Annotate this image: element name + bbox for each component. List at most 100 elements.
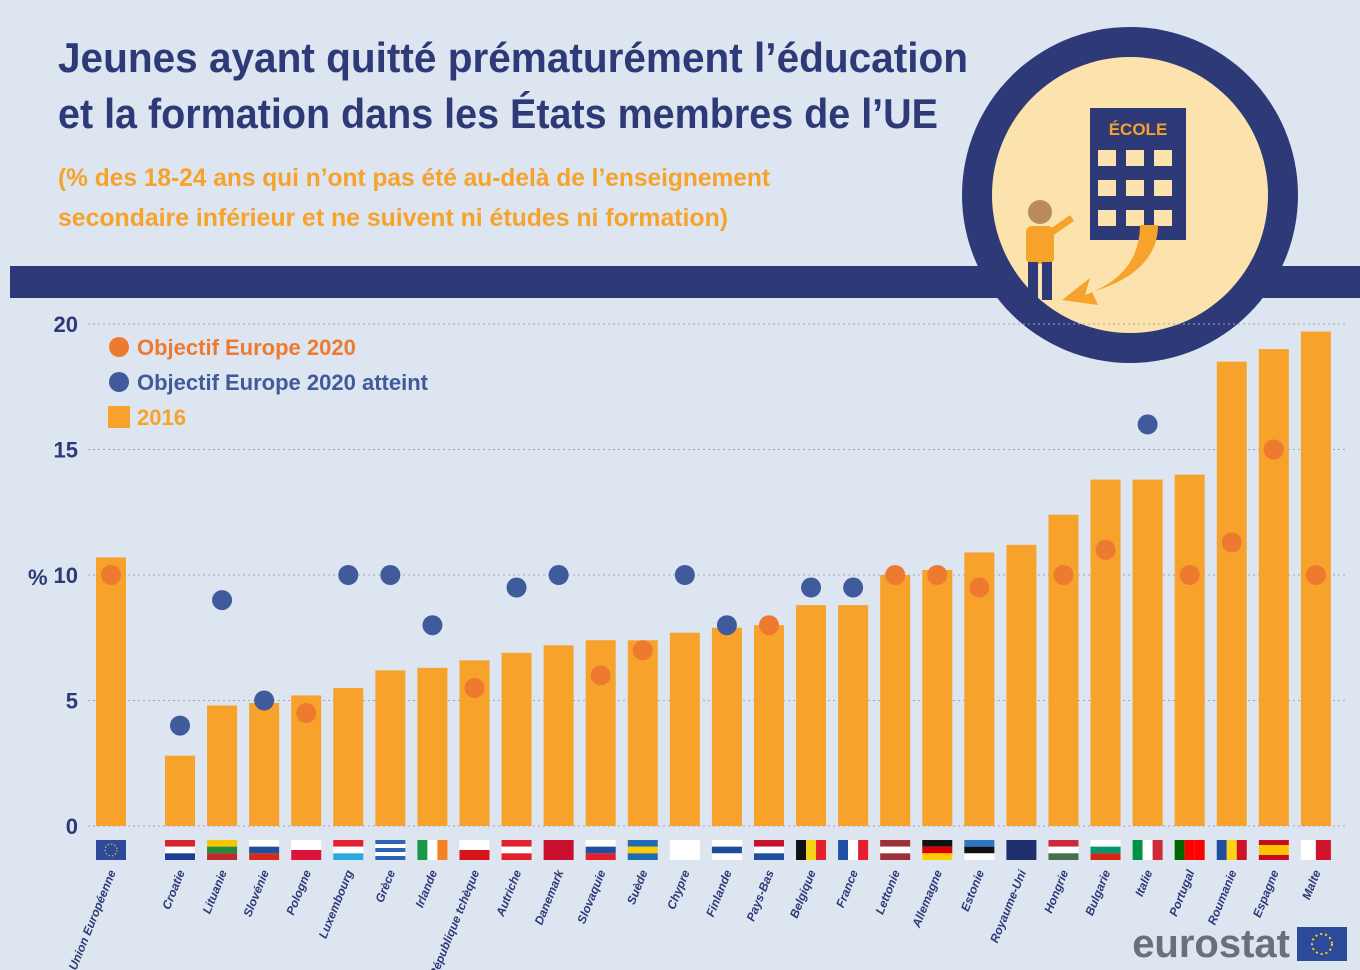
flag-stripe xyxy=(333,840,364,847)
bar xyxy=(1258,349,1289,826)
bar xyxy=(964,552,995,826)
flag xyxy=(922,840,953,860)
flag-stripe xyxy=(1216,840,1227,860)
bar xyxy=(838,605,869,826)
flag-stripe xyxy=(753,846,784,854)
target-dot xyxy=(632,640,653,661)
flag-stripe xyxy=(1048,846,1079,854)
logo-flag xyxy=(1297,927,1347,961)
target-dot xyxy=(843,577,864,598)
bar xyxy=(249,703,280,826)
bar xyxy=(753,625,784,826)
bar xyxy=(711,627,742,826)
flag-stripe xyxy=(1090,846,1121,854)
bar xyxy=(796,605,827,826)
flag-stripe xyxy=(417,840,428,860)
flag-stripe xyxy=(806,840,817,860)
flag-stripe xyxy=(880,853,911,860)
bar xyxy=(501,652,532,826)
flag-stripe xyxy=(627,846,658,854)
flag-stripe xyxy=(427,840,438,860)
legend-label: 2016 xyxy=(137,405,186,430)
legend-label: Objectif Europe 2020 xyxy=(137,335,356,360)
flag-stripe xyxy=(1236,840,1247,860)
arrow xyxy=(1062,225,1158,305)
y-tick-label: 20 xyxy=(54,312,78,337)
target-dot xyxy=(969,577,990,598)
y-tick-label: 0 xyxy=(66,814,78,839)
target-dot xyxy=(296,703,317,724)
flag-stripe xyxy=(1258,840,1289,845)
flag xyxy=(711,840,742,860)
flag-stripe xyxy=(880,840,911,847)
chart-subtitle: (% des 18-24 ans qui n’ont pas été au-de… xyxy=(58,164,771,192)
target-dot xyxy=(212,590,233,611)
flag-stripe xyxy=(375,840,406,844)
flag xyxy=(291,840,322,860)
flag-stripe xyxy=(964,853,995,860)
target-dot xyxy=(674,565,695,585)
flag xyxy=(585,840,616,860)
legend-swatch xyxy=(108,406,130,428)
icon: ÉCOLE xyxy=(962,27,1298,363)
flag-stripe xyxy=(207,840,238,847)
flag-stripe xyxy=(585,846,616,854)
flag-stripe xyxy=(1090,853,1121,860)
flag-stripe xyxy=(627,853,658,860)
flag xyxy=(627,840,658,860)
flag-stripe xyxy=(165,853,195,860)
flag-stripe xyxy=(711,840,742,847)
target-dot xyxy=(1137,414,1158,435)
y-tick-label: 10 xyxy=(54,563,78,588)
flag xyxy=(838,840,869,860)
bar xyxy=(1090,479,1121,826)
flag-stripe xyxy=(1174,840,1185,860)
flag-stripe xyxy=(1006,840,1037,860)
flag-stripe xyxy=(669,840,700,860)
target-dot xyxy=(716,615,737,636)
flag-stars xyxy=(104,843,118,857)
bar xyxy=(1174,474,1205,826)
flag-stripe xyxy=(1258,850,1289,855)
person-arm xyxy=(1049,215,1075,235)
y-tick-label: 5 xyxy=(66,689,78,714)
chart-title: Jeunes ayant quitté prématurément l’éduc… xyxy=(58,34,968,81)
flag-stripe xyxy=(1258,845,1289,850)
flag-stripe xyxy=(1048,840,1079,847)
flag xyxy=(375,840,406,860)
person-body xyxy=(1026,226,1054,264)
flag-stripe xyxy=(333,853,364,860)
target-dot xyxy=(1179,565,1200,585)
flag-stripe xyxy=(249,846,280,854)
flag-stripe xyxy=(501,846,532,854)
flag-stripe xyxy=(922,840,953,847)
flag xyxy=(1174,840,1205,860)
flag-stripe xyxy=(1258,855,1289,860)
flag-stripe xyxy=(964,840,995,847)
flag-stripe xyxy=(1142,840,1153,860)
legend-label: Objectif Europe 2020 atteint xyxy=(137,370,429,395)
flag xyxy=(1300,840,1331,860)
target-dot xyxy=(101,565,121,585)
flag xyxy=(669,840,700,860)
target-dot xyxy=(801,577,822,598)
logo-text: eurostat xyxy=(1132,922,1290,966)
flag-stripe xyxy=(375,852,406,856)
flag-stripe xyxy=(627,840,658,847)
target-dot xyxy=(422,615,443,636)
target-dot xyxy=(1095,539,1116,560)
target-dot xyxy=(380,565,401,585)
bar xyxy=(375,670,406,826)
flag-stripe xyxy=(1048,853,1079,860)
flag-stripe xyxy=(1300,840,1316,860)
chart-subtitle: secondaire inférieur et ne suivent ni ét… xyxy=(58,204,728,232)
flag-stripe xyxy=(1226,840,1237,860)
target-dot xyxy=(1305,565,1326,585)
flag-stripe xyxy=(375,856,406,860)
flag-stripe xyxy=(437,840,448,860)
target-dot xyxy=(506,577,527,598)
target-dot xyxy=(1263,439,1284,460)
flag-stripe xyxy=(459,840,490,850)
flag-stripe xyxy=(96,840,126,860)
flag xyxy=(1048,840,1079,860)
